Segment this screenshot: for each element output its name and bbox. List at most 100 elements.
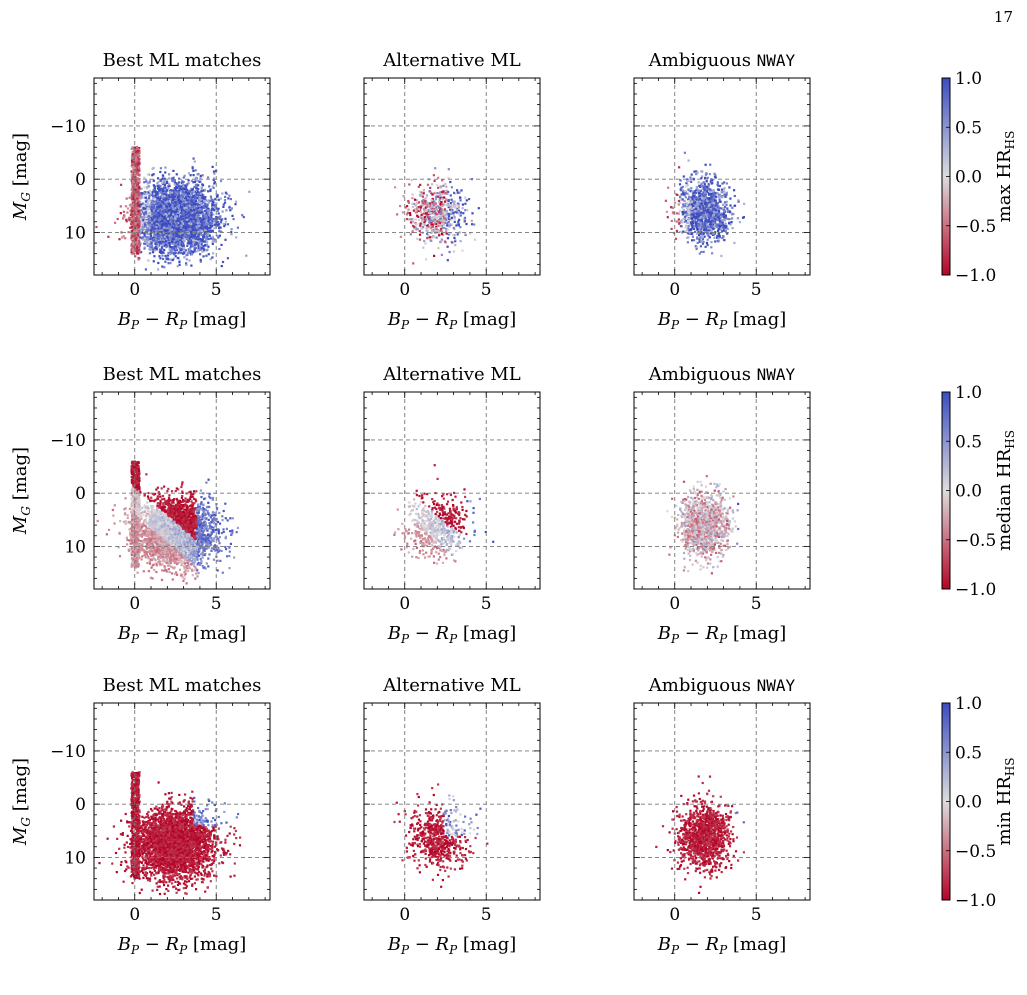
data-point xyxy=(125,220,128,223)
data-point xyxy=(170,195,173,198)
data-point xyxy=(193,203,196,206)
data-point xyxy=(194,183,197,187)
data-point xyxy=(219,221,223,224)
data-point xyxy=(131,249,134,252)
data-point xyxy=(138,187,141,190)
data-point xyxy=(132,177,135,180)
data-point xyxy=(174,216,177,220)
data-point xyxy=(171,219,174,222)
data-point xyxy=(219,216,222,219)
data-point xyxy=(147,238,150,241)
data-point xyxy=(441,210,444,213)
data-point xyxy=(136,192,139,195)
data-point xyxy=(207,190,210,193)
data-point xyxy=(185,216,188,220)
data-point xyxy=(144,211,147,214)
data-point xyxy=(174,201,177,204)
data-point xyxy=(188,198,191,202)
data-point xyxy=(181,204,184,207)
data-point xyxy=(182,237,185,240)
data-point xyxy=(175,221,178,224)
data-point xyxy=(158,237,161,240)
data-point xyxy=(174,251,177,255)
data-point xyxy=(130,223,133,226)
data-point xyxy=(178,261,181,264)
data-point xyxy=(151,218,154,221)
data-point xyxy=(177,212,180,215)
data-point xyxy=(134,176,137,179)
data-point xyxy=(212,219,215,222)
data-point xyxy=(166,199,169,202)
data-point xyxy=(135,234,138,237)
data-point xyxy=(154,201,157,204)
data-point xyxy=(149,190,152,193)
data-point xyxy=(146,213,149,217)
data-point xyxy=(163,186,166,189)
data-point xyxy=(201,195,204,199)
data-point xyxy=(157,261,160,265)
data-point xyxy=(118,238,121,241)
data-point xyxy=(195,192,198,195)
data-point xyxy=(176,207,179,210)
data-point xyxy=(206,243,209,246)
data-point xyxy=(423,239,426,243)
data-point xyxy=(148,203,151,206)
data-point xyxy=(440,233,443,236)
data-point xyxy=(155,218,158,221)
data-point xyxy=(192,229,195,232)
data-point xyxy=(197,201,200,204)
data-point xyxy=(226,257,229,260)
data-point xyxy=(443,221,447,224)
data-point xyxy=(174,255,177,258)
data-point xyxy=(226,223,230,226)
data-point xyxy=(205,212,208,215)
data-point xyxy=(208,227,211,230)
data-point xyxy=(205,254,208,257)
data-point xyxy=(147,236,151,240)
data-point xyxy=(456,207,459,210)
data-point xyxy=(211,206,214,209)
data-point xyxy=(130,188,133,191)
data-point xyxy=(431,217,434,220)
data-point xyxy=(177,218,180,221)
data-point xyxy=(138,246,141,249)
data-point xyxy=(157,187,160,190)
data-point xyxy=(140,251,143,254)
data-point xyxy=(154,195,157,198)
data-point xyxy=(178,211,181,214)
data-point xyxy=(163,232,166,236)
data-point xyxy=(192,211,195,214)
data-point xyxy=(150,205,153,208)
data-point xyxy=(452,214,455,217)
data-point xyxy=(199,253,202,256)
data-point xyxy=(140,229,143,232)
data-point xyxy=(216,216,220,219)
data-point xyxy=(134,147,137,150)
data-point xyxy=(133,209,136,212)
data-point xyxy=(135,207,138,210)
data-point xyxy=(177,192,180,195)
data-point xyxy=(162,198,165,201)
data-point xyxy=(461,203,464,206)
data-point xyxy=(155,227,158,230)
data-point xyxy=(457,210,460,214)
data-point xyxy=(204,200,207,203)
data-point xyxy=(182,225,185,228)
data-point xyxy=(164,171,167,174)
data-point xyxy=(143,246,146,249)
data-point xyxy=(178,201,182,204)
data-point xyxy=(196,196,199,200)
data-point xyxy=(193,200,196,203)
data-point xyxy=(134,156,137,159)
data-point xyxy=(160,202,164,205)
data-point xyxy=(132,151,135,154)
data-point xyxy=(165,195,168,198)
data-point xyxy=(144,203,148,206)
data-point xyxy=(150,202,153,205)
data-point xyxy=(157,213,160,216)
data-point xyxy=(449,194,452,197)
data-point xyxy=(188,234,191,237)
data-point xyxy=(439,208,442,211)
data-point xyxy=(453,217,456,220)
data-point xyxy=(474,238,477,241)
